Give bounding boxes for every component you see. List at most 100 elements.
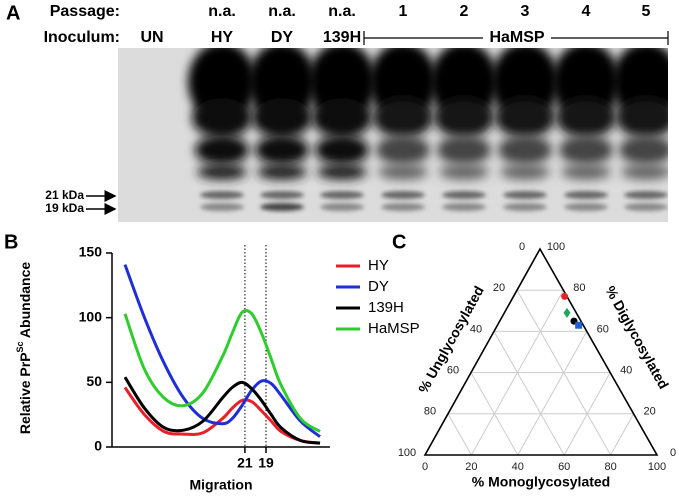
band: [373, 98, 433, 138]
band: [439, 164, 489, 180]
line-series: [123, 264, 321, 438]
band: [624, 203, 668, 211]
band: [317, 164, 367, 180]
band: [320, 203, 364, 211]
passage-value: 5: [642, 3, 651, 20]
band: [378, 164, 428, 180]
band: [260, 203, 304, 211]
band: [503, 191, 547, 199]
band: [559, 135, 613, 165]
tick-label: 60: [597, 323, 609, 335]
band: [561, 164, 611, 180]
grid-line: [493, 331, 565, 456]
passage-value: n.a.: [208, 3, 236, 20]
band: [195, 135, 249, 165]
tick-label: 100: [398, 447, 416, 459]
panel-label: C: [392, 231, 406, 253]
tick-label: 40: [512, 461, 524, 473]
band: [312, 98, 372, 138]
grid-line: [447, 413, 472, 456]
inoculum-value: HY: [211, 29, 234, 46]
band: [442, 191, 486, 199]
passage-value: 1: [399, 3, 408, 20]
point: [563, 307, 571, 318]
passage-value: n.a.: [328, 3, 356, 20]
tick-label: 80: [604, 461, 616, 473]
ternary-axis-title: % Unglycosylated: [415, 283, 487, 396]
y-tick-label: 100: [79, 308, 103, 324]
tick-label: 20: [465, 461, 477, 473]
tick-label: 80: [573, 282, 585, 294]
band: [260, 191, 304, 199]
grid-line: [517, 331, 588, 456]
band: [200, 191, 244, 199]
group-label-bg: [483, 28, 551, 48]
y-axis-title-part: Sc: [15, 341, 25, 352]
panel-label: A: [6, 2, 20, 24]
band: [621, 164, 668, 180]
y-tick-label: 150: [79, 244, 103, 260]
tick-label: 80: [424, 406, 436, 418]
band: [564, 191, 608, 199]
legend-label: HY: [368, 257, 389, 274]
band: [255, 135, 309, 165]
band: [500, 164, 550, 180]
passage-label: Passage:: [50, 3, 120, 20]
tick-label: 0: [670, 447, 676, 459]
grid-line: [516, 289, 612, 456]
line-series: [123, 376, 321, 445]
line-series: [123, 309, 321, 433]
ternary-axis-title: % Diglycosylated: [602, 283, 672, 391]
band: [376, 135, 430, 165]
inoculum-label: Inoculum:: [44, 29, 120, 46]
legend-label: DY: [368, 278, 389, 295]
band: [495, 98, 555, 138]
y-axis-title-part: Abundance: [17, 262, 33, 342]
y-tick-label: 0: [94, 438, 102, 454]
inoculum-value: 139H: [323, 29, 361, 46]
band: [498, 135, 552, 165]
marker-label: 21 kDa: [45, 188, 84, 202]
panel-label: B: [4, 231, 18, 253]
band: [619, 135, 668, 165]
blot-bands: [188, 48, 668, 211]
band: [315, 135, 369, 165]
band: [442, 203, 486, 211]
passage-value: 3: [521, 3, 530, 20]
passage-value: 2: [460, 3, 469, 20]
tick-label: 40: [470, 323, 482, 335]
tick-label: 0: [422, 461, 428, 473]
tick-label: 20: [643, 406, 655, 418]
tick-label: 40: [620, 365, 632, 377]
band: [564, 203, 608, 211]
tick-label: 60: [447, 365, 459, 377]
grid-line: [610, 413, 635, 456]
band: [437, 135, 491, 165]
x-tick-label: 19: [258, 455, 274, 471]
tick-label: 20: [493, 282, 505, 294]
y-axis-title: Relative PrPSc Abundance: [15, 262, 32, 435]
band: [381, 203, 425, 211]
blot: [118, 48, 668, 222]
legend-label: HaMSP: [368, 320, 420, 337]
band: [381, 191, 425, 199]
band: [624, 191, 668, 199]
y-axis-title-part: Relative PrP: [17, 352, 33, 434]
point: [575, 321, 583, 329]
inoculum-value: UN: [140, 29, 163, 46]
group-label: HaMSP: [489, 29, 544, 46]
band: [556, 98, 616, 138]
ternary-frame: [423, 247, 659, 456]
x-tick-label: 21: [237, 455, 253, 471]
legend-label: 139H: [368, 299, 404, 316]
marker-label: 19 kDa: [45, 201, 84, 215]
band: [200, 203, 244, 211]
passage-value: n.a.: [268, 3, 296, 20]
band: [197, 164, 247, 180]
band: [434, 98, 494, 138]
x-axis-title: Migration: [190, 477, 253, 493]
grid-line: [470, 372, 519, 456]
tick-label: 0: [519, 241, 525, 253]
band: [616, 98, 668, 138]
